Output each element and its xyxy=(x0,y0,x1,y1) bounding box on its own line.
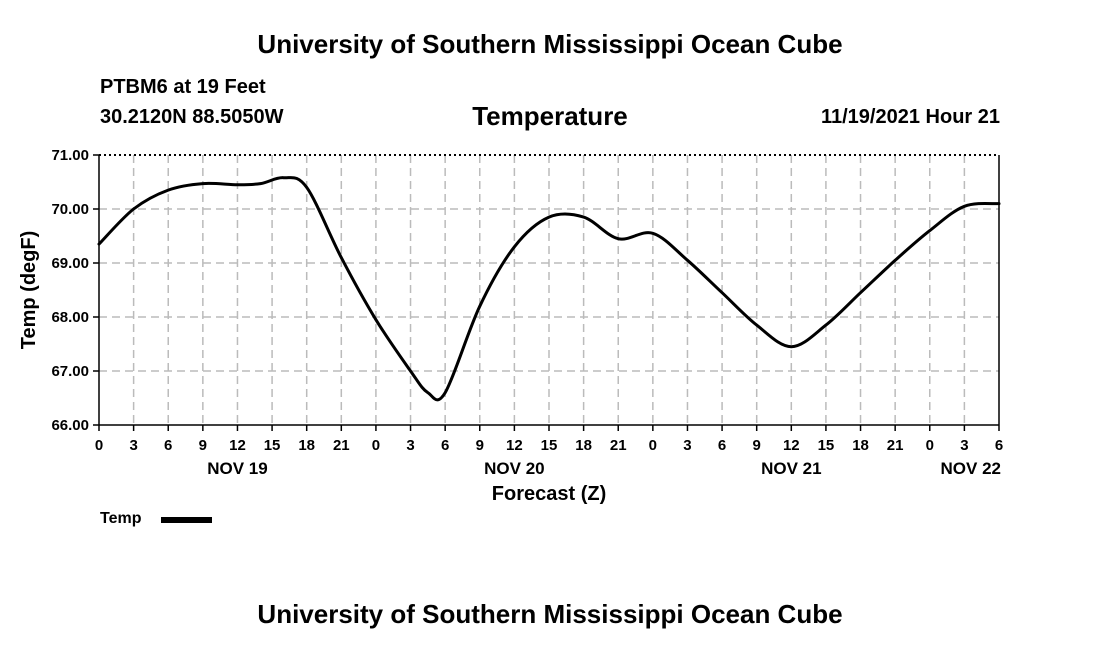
x-tick-label: 9 xyxy=(476,437,484,454)
x-date-label: NOV 20 xyxy=(484,459,544,478)
x-tick-label: 18 xyxy=(298,437,315,454)
x-axis-title: Forecast (Z) xyxy=(492,483,606,505)
x-tick-labels: 0 3 6 9 12 15 18 21 0 3 6 9 12 15 18 21 0 3 6 9 12 15 18 21 0 3 6 xyxy=(95,437,1003,454)
coordinates-label: 30.2120N 88.5050W xyxy=(100,106,284,128)
datetime-label: 11/19/2021 Hour 21 xyxy=(820,106,1000,128)
x-tick-label: 6 xyxy=(164,437,172,454)
x-tick-label: 0 xyxy=(95,437,103,454)
x-tick-label: 12 xyxy=(506,437,523,454)
x-tick-label: 9 xyxy=(753,437,761,454)
x-tick-label: 18 xyxy=(575,437,592,454)
x-date-label: NOV 22 xyxy=(941,459,1001,478)
x-tick-label: 15 xyxy=(264,437,281,454)
x-tick-label: 12 xyxy=(783,437,800,454)
x-tick-label: 18 xyxy=(852,437,869,454)
x-tick-label: 9 xyxy=(199,437,207,454)
series-line-temp xyxy=(97,176,1001,402)
x-tick-label: 0 xyxy=(649,437,657,454)
grid-lines xyxy=(99,155,999,425)
x-tick-label: 21 xyxy=(887,437,904,454)
legend-swatch xyxy=(161,517,212,523)
y-tick-label: 70.00 xyxy=(51,201,89,218)
chart-title-bottom: University of Southern Mississippi Ocean… xyxy=(257,599,843,629)
x-tick-label: 15 xyxy=(541,437,558,454)
x-date-label: NOV 19 xyxy=(207,459,267,478)
x-date-label: NOV 21 xyxy=(761,459,821,478)
x-tick-label: 21 xyxy=(610,437,627,454)
x-tick-label: 21 xyxy=(333,437,350,454)
y-tick-label: 69.00 xyxy=(51,255,89,272)
x-tick-label: 15 xyxy=(818,437,835,454)
y-tick-label: 66.00 xyxy=(51,417,89,434)
x-tick-label: 6 xyxy=(441,437,449,454)
y-tick-label: 68.00 xyxy=(51,309,89,326)
x-tick-label: 12 xyxy=(229,437,246,454)
x-tick-label: 3 xyxy=(683,437,691,454)
tick-marks xyxy=(93,154,1000,431)
y-axis-title: Temp (degF) xyxy=(18,231,40,350)
chart-subtitle: Temperature xyxy=(472,101,628,131)
legend-label: Temp xyxy=(100,510,142,527)
y-tick-label: 67.00 xyxy=(51,363,89,380)
x-tick-label: 6 xyxy=(995,437,1003,454)
x-tick-label: 3 xyxy=(960,437,968,454)
x-tick-label: 0 xyxy=(372,437,380,454)
x-tick-label: 3 xyxy=(129,437,137,454)
x-tick-label: 0 xyxy=(926,437,934,454)
chart-title-top: University of Southern Mississippi Ocean… xyxy=(257,29,843,59)
x-tick-label: 3 xyxy=(406,437,414,454)
x-date-labels: NOV 19 NOV 20 NOV 21 NOV 22 xyxy=(207,459,1001,478)
x-tick-label: 6 xyxy=(718,437,726,454)
y-tick-label: 71.00 xyxy=(51,147,89,164)
y-tick-labels: 66.00 67.00 68.00 69.00 70.00 71.00 xyxy=(51,147,89,434)
station-label: PTBM6 at 19 Feet xyxy=(100,76,266,98)
